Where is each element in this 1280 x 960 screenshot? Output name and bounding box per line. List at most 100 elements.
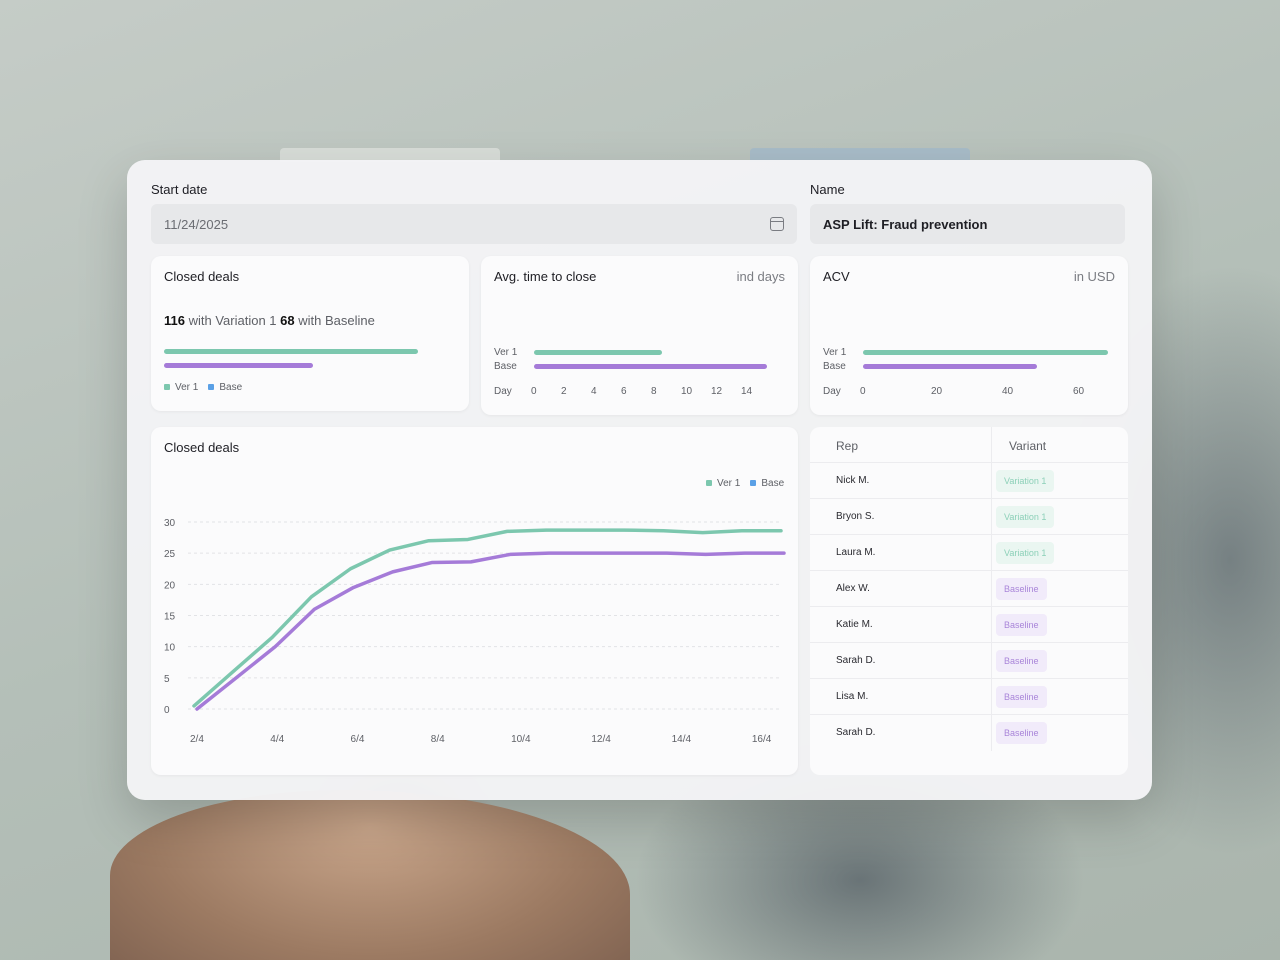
axis-tick-label: 6 bbox=[621, 386, 627, 397]
x-tick-label: 16/4 bbox=[752, 734, 772, 745]
axis-tick-label: 0 bbox=[531, 386, 537, 397]
avg-time-ver1-bar bbox=[534, 350, 662, 355]
avg-time-title: Avg. time to close bbox=[494, 269, 597, 284]
y-tick-label: 30 bbox=[164, 518, 176, 529]
avg-time-unit: ind days bbox=[736, 269, 785, 284]
variant-badge: Baseline bbox=[996, 722, 1047, 744]
axis-tick-label: 0 bbox=[860, 386, 866, 397]
table-row[interactable]: Sarah D. Baseline bbox=[810, 714, 1128, 750]
y-tick-label: 0 bbox=[164, 705, 170, 716]
name-value: ASP Lift: Fraud prevention bbox=[823, 216, 988, 232]
y-tick-label: 25 bbox=[164, 549, 176, 560]
table-row[interactable]: Lisa M. Baseline bbox=[810, 678, 1128, 714]
table-row[interactable]: Laura M. Variation 1 bbox=[810, 534, 1128, 570]
axis-tick-label: 2 bbox=[561, 386, 567, 397]
y-tick-label: 5 bbox=[164, 674, 170, 685]
axis-tick-label: 14 bbox=[741, 386, 753, 397]
chart-legend-base: Base bbox=[750, 478, 784, 489]
variation-count: 116 bbox=[164, 313, 185, 328]
closed-deals-ver1-bar bbox=[164, 349, 419, 354]
acv-base-bar bbox=[863, 364, 1037, 369]
chart-legend-base-label: Base bbox=[761, 478, 785, 489]
avg-time-base-label: Base bbox=[494, 361, 517, 372]
legend-base-swatch bbox=[208, 384, 215, 391]
reps-table: Rep Variant Nick M. Variation 1 Bryon S. Va… bbox=[810, 427, 1128, 775]
legend-base: Base bbox=[208, 382, 242, 393]
x-tick-label: 4/4 bbox=[270, 734, 284, 745]
dashboard-panel: Start date 11/24/2025 Name ASP Lift: Fra… bbox=[127, 160, 1152, 800]
variant-badge: Variation 1 bbox=[996, 506, 1055, 528]
chart-title: Closed deals bbox=[164, 440, 240, 455]
table-row[interactable]: Nick M. Variation 1 bbox=[810, 462, 1128, 498]
legend-ver1-swatch bbox=[164, 384, 170, 391]
rep-name: Sarah D. bbox=[836, 727, 876, 738]
x-tick-label: 10/4 bbox=[511, 734, 531, 745]
legend-ver1-label: Ver 1 bbox=[175, 382, 199, 393]
rep-name: Sarah D. bbox=[836, 655, 876, 666]
variant-badge: Baseline bbox=[996, 686, 1047, 708]
panel-clip-right bbox=[750, 148, 970, 162]
start-date-field[interactable]: 11/24/2025 bbox=[151, 204, 797, 244]
x-tick-label: 2/4 bbox=[190, 734, 204, 745]
legend-base-label: Base bbox=[219, 382, 243, 393]
variant-header: Variant bbox=[1009, 439, 1047, 453]
axis-tick-label: 12 bbox=[711, 386, 723, 397]
variant-badge: Variation 1 bbox=[996, 470, 1055, 492]
rep-name: Katie M. bbox=[836, 619, 873, 630]
name-field[interactable]: ASP Lift: Fraud prevention bbox=[810, 204, 1125, 244]
chart-legend-ver1-swatch bbox=[706, 480, 712, 487]
rep-header: Rep bbox=[836, 439, 859, 453]
avg-time-card: Avg. time to close ind days Ver 1 Base D… bbox=[481, 256, 798, 415]
rep-name: Alex W. bbox=[836, 583, 870, 594]
avg-time-base-bar bbox=[534, 364, 767, 369]
calendar-icon[interactable] bbox=[770, 217, 784, 231]
variant-badge: Baseline bbox=[996, 650, 1047, 672]
x-tick-label: 8/4 bbox=[431, 734, 445, 745]
x-tick-label: 6/4 bbox=[351, 734, 365, 745]
axis-tick-label: 40 bbox=[1002, 386, 1014, 397]
start-date-value: 11/24/2025 bbox=[164, 216, 229, 232]
variant-badge: Baseline bbox=[996, 614, 1047, 636]
y-tick-label: 20 bbox=[164, 580, 176, 591]
variation-text: with Variation 1 bbox=[188, 313, 277, 328]
baseline-text: with Baseline bbox=[298, 313, 375, 328]
closed-deals-stat: 116 with Variation 1 68 with Baseline bbox=[164, 313, 375, 328]
closed-deals-legend: Ver 1 Base bbox=[164, 382, 242, 393]
chart-legend-ver1-label: Ver 1 bbox=[717, 478, 741, 489]
table-column-divider bbox=[991, 427, 992, 751]
axis-tick-label: 4 bbox=[591, 386, 597, 397]
closed-deals-title: Closed deals bbox=[164, 269, 240, 284]
rep-name: Bryon S. bbox=[836, 511, 875, 522]
axis-tick-label: 10 bbox=[681, 386, 693, 397]
rep-name: Nick M. bbox=[836, 475, 870, 486]
acv-unit: in USD bbox=[1073, 269, 1115, 284]
panel-clip-left bbox=[280, 148, 500, 162]
legend-ver1: Ver 1 bbox=[164, 382, 198, 393]
rep-name: Lisa M. bbox=[836, 691, 869, 702]
variant-badge: Baseline bbox=[996, 578, 1047, 600]
x-tick-label: 12/4 bbox=[591, 734, 611, 745]
closed-deals-card: Closed deals 116 with Variation 1 68 wit… bbox=[151, 256, 469, 411]
series-line-ver1 bbox=[192, 528, 783, 708]
acv-ver1-bar bbox=[863, 350, 1108, 355]
table-row[interactable]: Bryon S. Variation 1 bbox=[810, 498, 1128, 534]
table-row[interactable]: Sarah D. Baseline bbox=[810, 642, 1128, 678]
table-row[interactable]: Alex W. Baseline bbox=[810, 570, 1128, 606]
acv-card: ACV in USD Ver 1 Base Day 0 20 40 60 bbox=[810, 256, 1128, 415]
avg-time-axis-label: Day bbox=[494, 386, 512, 397]
axis-tick-label: 20 bbox=[931, 386, 943, 397]
y-tick-label: 15 bbox=[164, 612, 176, 623]
rep-name: Laura M. bbox=[836, 547, 876, 558]
start-date-label: Start date bbox=[151, 182, 208, 197]
closed-deals-base-bar bbox=[164, 363, 313, 368]
baseline-count: 68 bbox=[280, 313, 295, 328]
series-line-base bbox=[195, 551, 786, 711]
x-tick-label: 14/4 bbox=[672, 734, 692, 745]
acv-ver1-label: Ver 1 bbox=[823, 347, 847, 358]
chart-legend: Ver 1 Base bbox=[706, 478, 784, 489]
variant-badge: Variation 1 bbox=[996, 542, 1055, 564]
table-row[interactable]: Katie M. Baseline bbox=[810, 606, 1128, 642]
chart-legend-base-swatch bbox=[750, 480, 757, 487]
axis-tick-label: 60 bbox=[1073, 386, 1085, 397]
avg-time-ver1-label: Ver 1 bbox=[494, 347, 518, 358]
